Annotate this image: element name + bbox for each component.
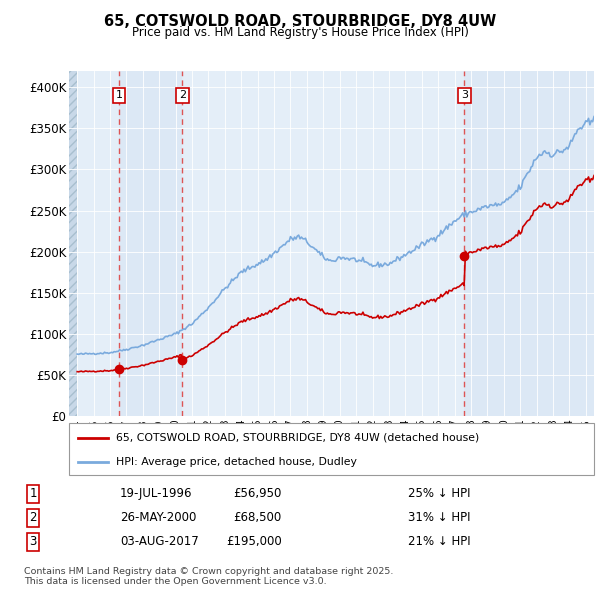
- Text: 3: 3: [29, 535, 37, 548]
- Text: 31% ↓ HPI: 31% ↓ HPI: [408, 511, 470, 525]
- Bar: [77, 71, 119, 416]
- Text: 26-MAY-2000: 26-MAY-2000: [120, 511, 196, 525]
- Text: 25% ↓ HPI: 25% ↓ HPI: [408, 487, 470, 500]
- Text: £56,950: £56,950: [233, 487, 282, 500]
- Text: Contains HM Land Registry data © Crown copyright and database right 2025.: Contains HM Land Registry data © Crown c…: [24, 566, 394, 576]
- Bar: [119, 71, 182, 416]
- Text: 65, COTSWOLD ROAD, STOURBRIDGE, DY8 4UW (detached house): 65, COTSWOLD ROAD, STOURBRIDGE, DY8 4UW …: [116, 432, 479, 442]
- Text: 65, COTSWOLD ROAD, STOURBRIDGE, DY8 4UW: 65, COTSWOLD ROAD, STOURBRIDGE, DY8 4UW: [104, 14, 496, 30]
- Text: 3: 3: [461, 90, 468, 100]
- Text: 03-AUG-2017: 03-AUG-2017: [120, 535, 199, 548]
- Text: £68,500: £68,500: [234, 511, 282, 525]
- Text: 1: 1: [29, 487, 37, 500]
- Text: This data is licensed under the Open Government Licence v3.0.: This data is licensed under the Open Gov…: [24, 577, 326, 586]
- Bar: [69, 71, 77, 416]
- FancyBboxPatch shape: [69, 423, 594, 475]
- Text: Price paid vs. HM Land Registry's House Price Index (HPI): Price paid vs. HM Land Registry's House …: [131, 26, 469, 39]
- Text: 1: 1: [115, 90, 122, 100]
- Text: 19-JUL-1996: 19-JUL-1996: [120, 487, 193, 500]
- Bar: [464, 71, 594, 416]
- Text: HPI: Average price, detached house, Dudley: HPI: Average price, detached house, Dudl…: [116, 457, 357, 467]
- Text: £195,000: £195,000: [226, 535, 282, 548]
- Bar: [182, 71, 464, 416]
- Text: 21% ↓ HPI: 21% ↓ HPI: [408, 535, 470, 548]
- Text: 2: 2: [29, 511, 37, 525]
- Text: 2: 2: [179, 90, 186, 100]
